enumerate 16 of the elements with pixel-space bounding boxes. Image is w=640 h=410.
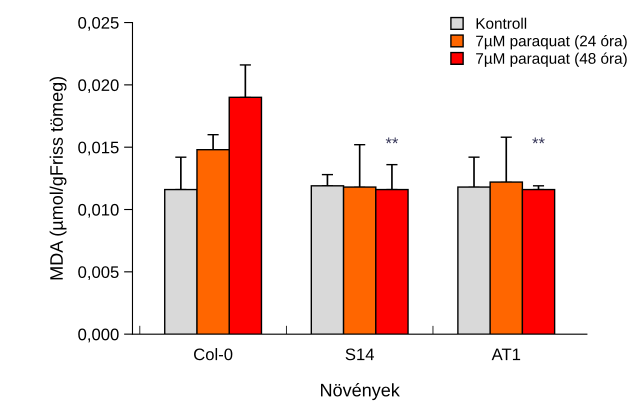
y-tick-label: 0,010 bbox=[78, 204, 119, 218]
annotation: ** bbox=[532, 138, 545, 144]
x-tick-label: Col-0 bbox=[194, 348, 232, 360]
y-tick-label: 0,025 bbox=[78, 16, 119, 31]
y-tick-label: 0,015 bbox=[78, 142, 119, 156]
x-tick-label: S14 bbox=[346, 348, 374, 360]
y-tick-label: 0,020 bbox=[78, 79, 119, 94]
x-tick-label: AT1 bbox=[492, 348, 520, 360]
y-axis-title: MDA (µmol/gFriss tömeg) bbox=[50, 76, 66, 280]
y-tick-label: 0,000 bbox=[78, 328, 119, 342]
legend-label: 7µM paraquat (24 óra) bbox=[476, 34, 627, 50]
legend-label: 7µM paraquat (48 óra) bbox=[476, 52, 627, 67]
legend-label: Kontroll bbox=[476, 18, 526, 29]
x-axis-title: Növények bbox=[321, 383, 400, 400]
y-tick-label: 0,005 bbox=[78, 266, 119, 280]
annotation: ** bbox=[386, 138, 398, 144]
